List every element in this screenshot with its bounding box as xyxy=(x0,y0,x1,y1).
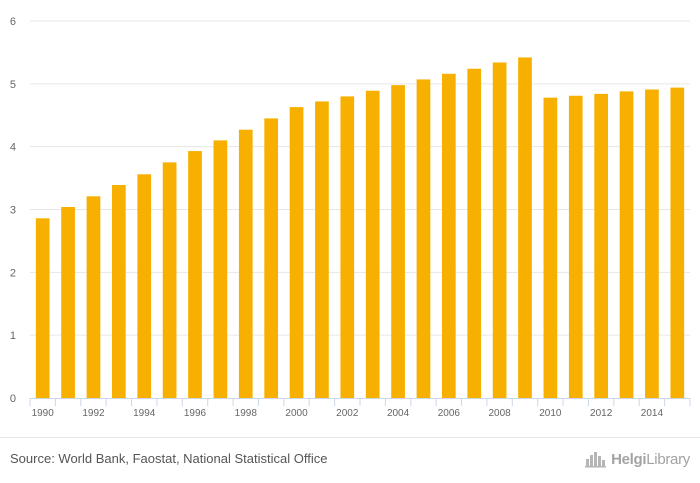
x-tick-label: 1996 xyxy=(184,408,207,419)
y-tick-label: 4 xyxy=(10,142,16,154)
bar-2012[interactable] xyxy=(594,93,609,399)
brand-name: HelgiLibrary xyxy=(611,451,690,468)
bar-1994[interactable] xyxy=(137,174,152,398)
x-tick-label: 2014 xyxy=(641,408,664,419)
x-tick-label: 2012 xyxy=(590,408,613,419)
bar-1999[interactable] xyxy=(264,118,279,399)
bar-2006[interactable] xyxy=(441,73,456,398)
bar-2002[interactable] xyxy=(340,96,355,399)
bar-2004[interactable] xyxy=(391,85,405,398)
bar-2005[interactable] xyxy=(416,79,431,398)
bar-1990[interactable] xyxy=(35,218,50,398)
x-tick-label: 2006 xyxy=(438,408,461,419)
x-axis xyxy=(29,398,691,406)
x-tick-label: 2008 xyxy=(488,408,511,419)
y-tick-label: 1 xyxy=(10,330,16,342)
footer-divider xyxy=(0,437,700,438)
bar-1995[interactable] xyxy=(162,162,177,398)
bar-1992[interactable] xyxy=(86,196,101,398)
x-tick-label: 2010 xyxy=(539,408,562,419)
helgi-library-logo-icon xyxy=(585,452,607,468)
bar-2009[interactable] xyxy=(518,57,532,399)
bar-2014[interactable] xyxy=(645,89,659,398)
bar-2008[interactable] xyxy=(492,62,507,398)
x-axis-labels: 1990 1992 1994 1996 1998 2000 2002 2004 2006 2008… xyxy=(32,408,664,419)
bar-2015[interactable] xyxy=(670,87,685,398)
y-axis-labels: 0 1 2 3 4 5 6 xyxy=(10,16,16,405)
x-tick-label: 1998 xyxy=(235,408,258,419)
bar-1993[interactable] xyxy=(111,184,126,398)
x-tick-label: 2004 xyxy=(387,408,410,419)
brand-logo[interactable]: HelgiLibrary xyxy=(585,448,690,470)
x-tick-label: 2000 xyxy=(285,408,308,419)
x-tick-label: 1990 xyxy=(32,408,55,419)
y-tick-label: 6 xyxy=(10,16,16,28)
bar-2001[interactable] xyxy=(315,101,329,398)
y-tick-label: 0 xyxy=(10,393,16,405)
bar-1991[interactable] xyxy=(61,206,75,398)
bar-1996[interactable] xyxy=(188,151,202,398)
bar-2011[interactable] xyxy=(568,95,583,398)
bar-2000[interactable] xyxy=(289,107,304,398)
source-note: Source: World Bank, Faostat, National St… xyxy=(10,451,328,466)
bar-2010[interactable] xyxy=(543,97,558,398)
x-tick-label: 1992 xyxy=(82,408,105,419)
brand-name-part1: Helgi xyxy=(611,450,647,468)
bar-2003[interactable] xyxy=(365,90,380,399)
x-tick-label: 2002 xyxy=(336,408,359,419)
y-tick-label: 5 xyxy=(10,79,16,91)
grid-lines xyxy=(30,20,690,336)
bar-series xyxy=(35,57,685,399)
x-tick-label: 1994 xyxy=(133,408,156,419)
bar-2007[interactable] xyxy=(467,68,482,399)
bar-1998[interactable] xyxy=(238,129,253,398)
y-tick-label: 2 xyxy=(10,267,16,279)
bar-1997[interactable] xyxy=(213,140,228,398)
y-tick-label: 3 xyxy=(10,205,16,217)
brand-name-part2: Library xyxy=(646,450,690,468)
bar-2013[interactable] xyxy=(619,91,634,398)
